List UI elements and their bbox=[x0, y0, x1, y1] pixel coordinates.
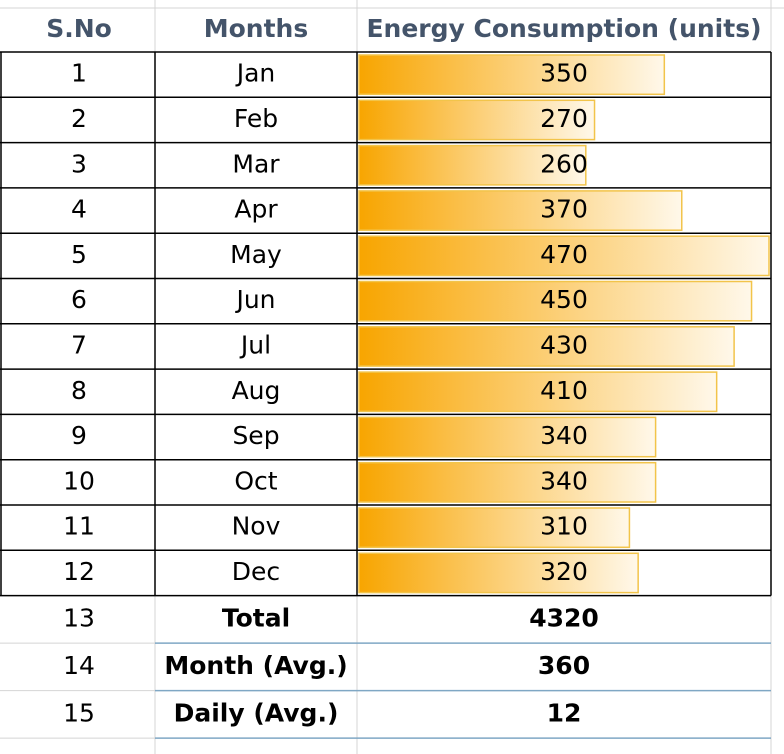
month: Jul bbox=[239, 330, 271, 359]
data-bar bbox=[358, 461, 657, 503]
summary-value: 360 bbox=[538, 651, 590, 680]
row-number: 11 bbox=[63, 512, 95, 541]
consumption: 270 bbox=[540, 104, 588, 133]
row-number: 15 bbox=[63, 698, 95, 727]
cell-texts: S.No Months Energy Consumption (units) 1 Jan… bbox=[46, 14, 761, 727]
month: Apr bbox=[234, 195, 278, 224]
summary-label: Month (Avg.) bbox=[164, 651, 347, 680]
row-number: 12 bbox=[63, 557, 95, 586]
column-header: S.No bbox=[46, 14, 112, 43]
data-bar bbox=[358, 552, 639, 594]
consumption: 430 bbox=[540, 330, 588, 359]
consumption: 340 bbox=[540, 421, 588, 450]
month: Oct bbox=[234, 466, 277, 495]
row-number: 6 bbox=[71, 285, 87, 314]
row-number: 4 bbox=[71, 195, 87, 224]
column-header: Energy Consumption (units) bbox=[366, 14, 761, 43]
month: Mar bbox=[232, 149, 280, 178]
data-bar bbox=[358, 507, 631, 549]
row-number: 5 bbox=[71, 240, 87, 269]
row-number: 3 bbox=[71, 149, 87, 178]
month: Aug bbox=[232, 376, 281, 405]
summary-value: 12 bbox=[547, 698, 582, 727]
consumption: 370 bbox=[540, 195, 588, 224]
row-number: 2 bbox=[71, 104, 87, 133]
column-header: Months bbox=[204, 14, 308, 43]
month: Jan bbox=[235, 59, 276, 88]
data-bar bbox=[358, 235, 770, 277]
month: Jun bbox=[234, 285, 275, 314]
summary-label: Daily (Avg.) bbox=[174, 698, 339, 727]
data-bar bbox=[358, 416, 657, 458]
month: Sep bbox=[232, 421, 279, 450]
consumption: 350 bbox=[540, 59, 588, 88]
consumption: 340 bbox=[540, 466, 588, 495]
data-bar bbox=[358, 326, 735, 367]
data-bars bbox=[358, 54, 770, 594]
consumption: 410 bbox=[540, 376, 588, 405]
data-bar bbox=[358, 190, 683, 231]
consumption: 310 bbox=[540, 512, 588, 541]
row-number: 10 bbox=[63, 466, 95, 495]
row-number: 1 bbox=[71, 59, 87, 88]
row-number: 7 bbox=[71, 330, 87, 359]
summary-label: Total bbox=[222, 603, 290, 632]
summary-value: 4320 bbox=[529, 603, 599, 632]
row-number: 8 bbox=[71, 376, 87, 405]
row-number: 14 bbox=[63, 651, 95, 680]
data-bar bbox=[358, 371, 718, 413]
month: May bbox=[230, 240, 282, 269]
data-bar bbox=[358, 99, 596, 141]
data-bar bbox=[358, 144, 587, 186]
data-bar bbox=[358, 280, 753, 322]
data-bar bbox=[358, 54, 666, 96]
consumption: 260 bbox=[540, 149, 588, 178]
consumption: 320 bbox=[540, 557, 588, 586]
month: Feb bbox=[234, 104, 278, 133]
consumption: 450 bbox=[540, 285, 588, 314]
consumption: 470 bbox=[540, 240, 588, 269]
month: Nov bbox=[232, 512, 281, 541]
month: Dec bbox=[232, 557, 280, 586]
row-number: 13 bbox=[63, 603, 95, 632]
row-number: 9 bbox=[71, 421, 87, 450]
